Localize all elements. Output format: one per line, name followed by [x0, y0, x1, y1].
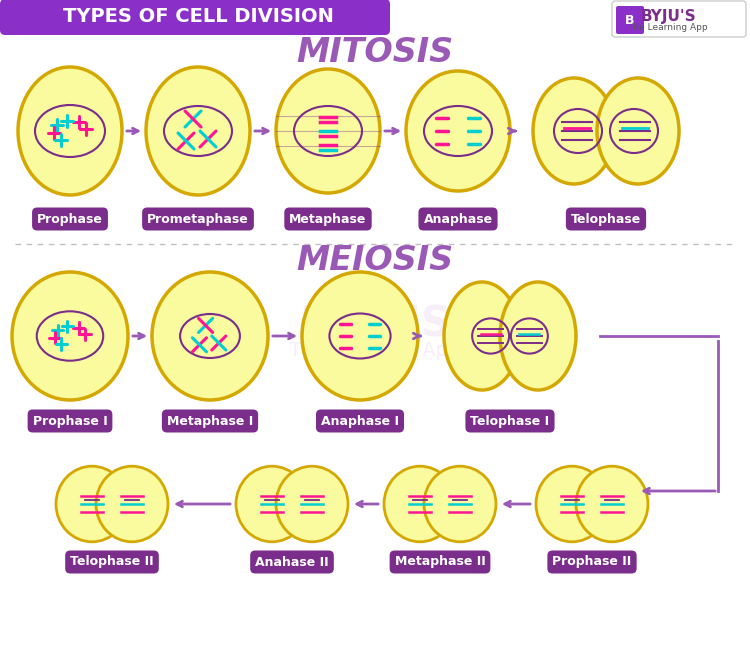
- Ellipse shape: [152, 272, 268, 400]
- Ellipse shape: [96, 466, 168, 542]
- Ellipse shape: [533, 78, 615, 184]
- Text: MEIOSIS: MEIOSIS: [296, 244, 454, 278]
- Text: The Learning App: The Learning App: [290, 342, 460, 360]
- Ellipse shape: [276, 69, 380, 193]
- Ellipse shape: [384, 466, 456, 542]
- Text: TYPES OF CELL DIVISION: TYPES OF CELL DIVISION: [62, 7, 334, 27]
- Text: Prophase II: Prophase II: [552, 555, 632, 569]
- Text: Prophase I: Prophase I: [33, 414, 107, 428]
- FancyBboxPatch shape: [616, 6, 644, 34]
- Text: Telophase I: Telophase I: [470, 414, 550, 428]
- Text: Metaphase: Metaphase: [290, 212, 367, 226]
- Ellipse shape: [536, 466, 608, 542]
- Text: Prophase: Prophase: [37, 212, 103, 226]
- Ellipse shape: [424, 466, 496, 542]
- Ellipse shape: [597, 78, 679, 184]
- Ellipse shape: [500, 282, 576, 390]
- Ellipse shape: [18, 67, 122, 195]
- Text: BYJU'S: BYJU'S: [640, 9, 696, 23]
- FancyBboxPatch shape: [612, 1, 746, 37]
- Ellipse shape: [236, 466, 308, 542]
- Ellipse shape: [444, 282, 520, 390]
- Text: The Learning App: The Learning App: [628, 23, 708, 33]
- Ellipse shape: [406, 71, 510, 191]
- Ellipse shape: [12, 272, 128, 400]
- FancyBboxPatch shape: [0, 0, 390, 35]
- Text: Metaphase II: Metaphase II: [394, 555, 485, 569]
- Text: Telophase: Telophase: [571, 212, 641, 226]
- Ellipse shape: [276, 466, 348, 542]
- Text: B: B: [626, 13, 634, 27]
- Text: BYJU'S: BYJU'S: [299, 303, 451, 345]
- Ellipse shape: [576, 466, 648, 542]
- Text: Anaphase I: Anaphase I: [321, 414, 399, 428]
- Text: Prometaphase: Prometaphase: [147, 212, 249, 226]
- Ellipse shape: [146, 67, 250, 195]
- Text: MITOSIS: MITOSIS: [296, 37, 454, 69]
- Ellipse shape: [56, 466, 128, 542]
- Ellipse shape: [302, 272, 418, 400]
- Text: Metaphase I: Metaphase I: [166, 414, 253, 428]
- Text: Anaphase: Anaphase: [424, 212, 493, 226]
- Text: Anahase II: Anahase II: [255, 555, 328, 569]
- Text: Telophase II: Telophase II: [70, 555, 154, 569]
